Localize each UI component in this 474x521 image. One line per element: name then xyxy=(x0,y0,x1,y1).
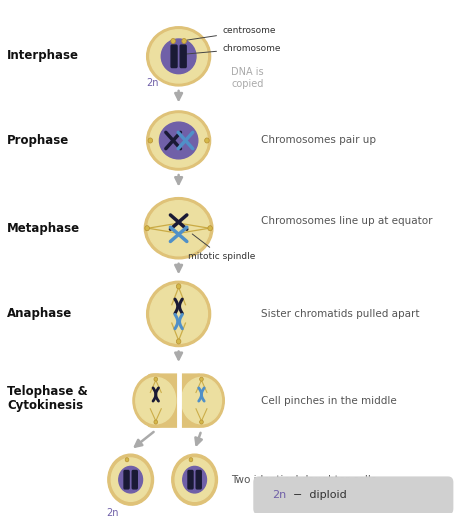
Circle shape xyxy=(189,458,193,462)
Text: Metaphase: Metaphase xyxy=(7,222,81,235)
Ellipse shape xyxy=(146,27,210,86)
Circle shape xyxy=(125,458,129,462)
FancyBboxPatch shape xyxy=(124,470,129,489)
Circle shape xyxy=(171,39,175,44)
Text: 2n: 2n xyxy=(272,490,286,501)
Ellipse shape xyxy=(150,114,208,167)
Ellipse shape xyxy=(133,374,179,427)
Ellipse shape xyxy=(146,111,210,170)
Text: Sister chromatids pulled apart: Sister chromatids pulled apart xyxy=(261,309,419,319)
Text: −  diploid: − diploid xyxy=(293,490,346,501)
Circle shape xyxy=(208,226,212,231)
Ellipse shape xyxy=(150,284,208,343)
Text: DNA is
copied: DNA is copied xyxy=(231,67,264,89)
Text: Anaphase: Anaphase xyxy=(7,307,73,320)
Ellipse shape xyxy=(145,197,213,259)
Ellipse shape xyxy=(146,281,210,346)
FancyBboxPatch shape xyxy=(196,470,201,489)
Ellipse shape xyxy=(179,374,224,427)
Text: Cytokinesis: Cytokinesis xyxy=(7,399,83,412)
Text: Chromosomes line up at equator: Chromosomes line up at equator xyxy=(261,216,432,226)
Text: centrosome: centrosome xyxy=(187,27,275,40)
Circle shape xyxy=(182,39,186,44)
Text: mitotic spindle: mitotic spindle xyxy=(188,234,255,261)
FancyBboxPatch shape xyxy=(171,45,177,68)
Circle shape xyxy=(148,138,153,143)
Ellipse shape xyxy=(119,466,143,493)
Ellipse shape xyxy=(182,377,221,424)
Ellipse shape xyxy=(159,122,198,159)
Text: 2n: 2n xyxy=(106,508,118,518)
FancyBboxPatch shape xyxy=(146,374,203,427)
Text: 2n: 2n xyxy=(146,78,158,88)
Text: Cell pinches in the middle: Cell pinches in the middle xyxy=(261,395,397,406)
Circle shape xyxy=(200,420,203,424)
Ellipse shape xyxy=(148,201,210,256)
Text: Interphase: Interphase xyxy=(7,49,79,62)
Text: Prophase: Prophase xyxy=(7,134,70,147)
Circle shape xyxy=(111,458,150,501)
Circle shape xyxy=(154,420,158,424)
Text: Two identical daughter cells: Two identical daughter cells xyxy=(231,475,376,485)
Circle shape xyxy=(205,138,209,143)
Ellipse shape xyxy=(136,377,176,424)
Text: Chromosomes pair up: Chromosomes pair up xyxy=(261,135,376,145)
Ellipse shape xyxy=(183,466,207,493)
FancyBboxPatch shape xyxy=(132,470,137,489)
Circle shape xyxy=(145,226,149,231)
Text: chromosome: chromosome xyxy=(186,44,281,54)
Ellipse shape xyxy=(150,30,208,83)
Circle shape xyxy=(172,454,218,505)
Circle shape xyxy=(175,458,214,501)
Circle shape xyxy=(154,377,158,381)
FancyBboxPatch shape xyxy=(180,45,186,68)
Circle shape xyxy=(176,339,181,344)
Circle shape xyxy=(176,284,181,289)
Ellipse shape xyxy=(161,39,196,73)
Circle shape xyxy=(108,454,154,505)
FancyBboxPatch shape xyxy=(188,470,193,489)
Text: Telophase &: Telophase & xyxy=(7,385,88,398)
Circle shape xyxy=(200,377,203,381)
FancyBboxPatch shape xyxy=(254,477,453,514)
